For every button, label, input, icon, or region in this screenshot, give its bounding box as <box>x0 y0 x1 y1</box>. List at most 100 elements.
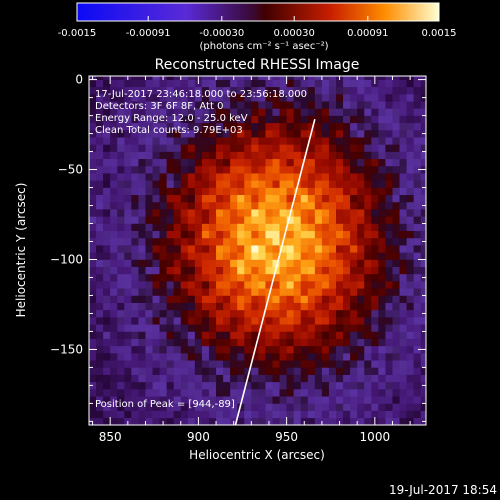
heatmap-cell <box>392 158 400 167</box>
heatmap-cell <box>258 158 266 167</box>
heatmap-cell <box>300 360 309 368</box>
heatmap-cell <box>343 381 351 390</box>
heatmap-cell <box>223 317 231 325</box>
heatmap-cell <box>230 115 238 124</box>
heatmap-cell <box>103 237 111 246</box>
heatmap-cell <box>293 266 302 275</box>
heatmap-cell <box>216 115 224 124</box>
heatmap-cell <box>187 381 196 390</box>
heatmap-cell <box>265 86 273 95</box>
heatmap-cell <box>371 144 379 152</box>
heatmap-cell <box>300 144 309 152</box>
heatmap-cell <box>201 389 210 397</box>
heatmap-cell <box>265 403 273 411</box>
heatmap-cell <box>138 86 146 95</box>
heatmap-cell <box>364 374 372 383</box>
heatmap-cell <box>413 417 422 425</box>
heatmap-cell <box>216 381 224 390</box>
heatmap-cell <box>336 309 344 318</box>
heatmap-cell <box>343 288 351 296</box>
heatmap-cell <box>343 79 351 88</box>
heatmap-cell <box>152 324 160 332</box>
heatmap-cell <box>173 396 182 404</box>
heatmap-cell <box>166 281 174 289</box>
heatmap-cell <box>244 173 252 181</box>
heatmap-cell <box>258 331 266 339</box>
heatmap-cell <box>343 165 351 174</box>
heatmap-cell <box>350 76 358 80</box>
heatmap-cell <box>96 381 104 390</box>
heatmap-cell <box>321 417 330 425</box>
heatmap-cell <box>237 281 245 289</box>
heatmap-cell <box>406 129 414 138</box>
heatmap-cell <box>357 101 365 109</box>
heatmap-cell <box>244 187 252 196</box>
heatmap-cell <box>279 79 287 88</box>
heatmap-cell <box>392 201 400 210</box>
heatmap-cell <box>166 410 174 419</box>
heatmap-cell <box>258 417 266 425</box>
heatmap-cell <box>103 360 111 368</box>
heatmap-cell <box>145 223 153 232</box>
heatmap-cell <box>201 331 210 339</box>
heatmap-cell <box>378 396 386 404</box>
heatmap-cell <box>194 273 203 282</box>
heatmap-cell <box>378 137 386 145</box>
heatmap-cell <box>201 86 210 95</box>
heatmap-cell <box>152 165 160 174</box>
heatmap-cell <box>272 144 280 152</box>
heatmap-cell <box>103 288 111 296</box>
heatmap-cell <box>208 403 217 411</box>
heatmap-cell <box>166 353 174 361</box>
heatmap-cell <box>343 281 351 289</box>
heatmap-cell <box>216 201 224 210</box>
heatmap-cell <box>314 93 323 102</box>
heatmap-cell <box>371 86 379 95</box>
colorbar-tick-label: -0.0015 <box>58 28 97 39</box>
heatmap-cell <box>244 389 252 397</box>
heatmap-cell <box>244 266 252 275</box>
heatmap-cell <box>328 374 337 383</box>
heatmap-cell <box>272 137 280 145</box>
heatmap-cell <box>166 93 174 102</box>
heatmap-cell <box>173 288 182 296</box>
heatmap-cell <box>187 410 196 419</box>
heatmap-cell <box>364 187 372 196</box>
heatmap-cell <box>343 273 351 282</box>
colorbar-ticks: -0.0015 -0.00091 -0.00030 0.00030 0.00091 0.0… <box>58 16 457 39</box>
heatmap-cell <box>138 180 146 188</box>
heatmap-cell <box>173 137 182 145</box>
heatmap-cell <box>336 295 344 303</box>
heatmap-cell <box>307 245 316 253</box>
heatmap-cell <box>230 324 238 332</box>
heatmap-cell <box>173 79 182 88</box>
heatmap-cell <box>159 317 167 325</box>
heatmap-cell <box>230 252 238 260</box>
heatmap-cell <box>230 137 238 145</box>
heatmap-cell <box>286 93 294 102</box>
heatmap-cell <box>124 201 132 210</box>
heatmap-cell <box>110 76 118 80</box>
heatmap-cell <box>265 201 273 210</box>
heatmap-cell <box>117 180 125 188</box>
heatmap-cell <box>378 76 386 80</box>
heatmap-cell <box>399 230 407 239</box>
heatmap-cell <box>378 295 386 303</box>
heatmap-cell <box>131 281 139 289</box>
heatmap-cell <box>420 360 426 368</box>
heatmap-cell <box>180 86 189 95</box>
heatmap-cell <box>378 259 386 267</box>
heatmap-cell <box>336 403 344 411</box>
heatmap-cell <box>138 273 146 282</box>
heatmap-cell <box>343 245 351 253</box>
heatmap-cell <box>103 317 111 325</box>
heatmap-cell <box>166 259 174 267</box>
heatmap-cell <box>216 338 224 347</box>
heatmap-cell <box>413 345 422 354</box>
heatmap-cell <box>314 302 323 311</box>
heatmap-cell <box>258 79 266 88</box>
heatmap-cell <box>300 165 309 174</box>
heatmap-cell <box>364 302 372 311</box>
colorbar-tick-label: 0.00030 <box>274 28 315 39</box>
heatmap-cell <box>321 309 330 318</box>
